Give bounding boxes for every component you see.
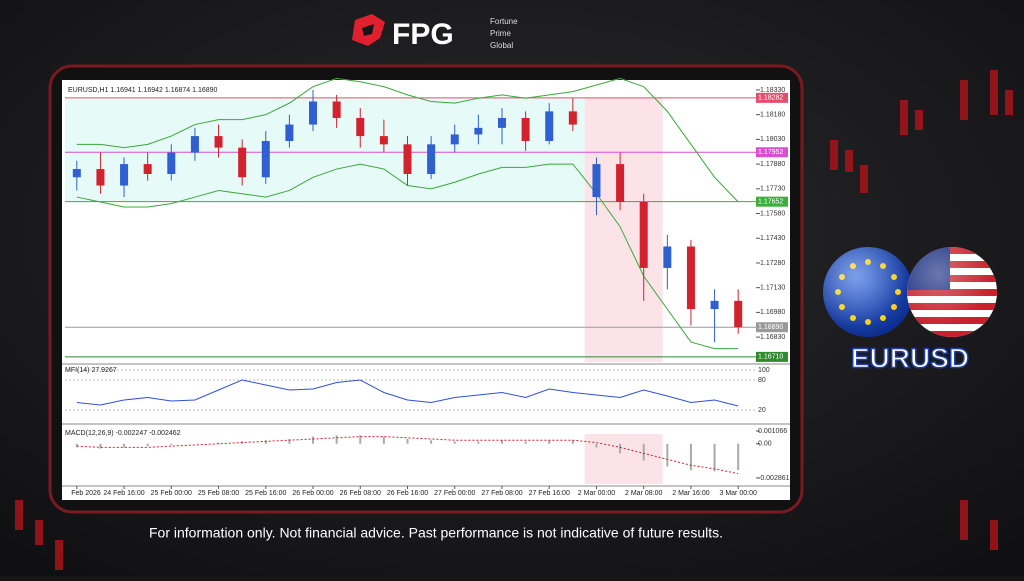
macd-tick-label: 0.001066 — [758, 428, 787, 435]
logo: FPG Fortune Prime Global — [352, 14, 518, 51]
mfi-tick-label: 20 — [758, 407, 766, 414]
candle-body — [285, 124, 294, 142]
macd-tick-label: 0.00 — [758, 441, 772, 448]
mfi-tick-label: 100 — [758, 367, 770, 374]
x-tick-label: 26 Feb 16:00 — [387, 490, 428, 497]
candle-body — [309, 101, 318, 125]
candle-body — [639, 202, 648, 268]
level-label: 1.18282 — [758, 95, 783, 102]
flags: EURUSD — [823, 247, 997, 374]
x-tick-label: 27 Feb 00:00 — [434, 490, 475, 497]
level-box — [756, 351, 788, 362]
candle-body — [96, 169, 105, 186]
candle-body — [238, 147, 247, 178]
candle-body — [474, 127, 483, 135]
x-tick-label: Feb 2026 — [71, 490, 101, 497]
macd-signal — [76, 436, 739, 475]
brand-line: Prime — [490, 29, 511, 38]
x-tick-label: 26 Feb 00:00 — [292, 490, 333, 497]
mfi-tick-label: 80 — [758, 377, 766, 384]
level-label: 1.16710 — [758, 354, 783, 361]
candle-body — [450, 134, 459, 145]
y-tick-label: 1.18330 — [760, 87, 785, 94]
x-tick-label: 25 Feb 00:00 — [151, 490, 192, 497]
symbol-badge: EURUSD — [851, 342, 969, 373]
candle-body — [427, 144, 436, 174]
x-tick-label: 2 Mar 00:00 — [578, 490, 615, 497]
mfi-title: MFI(14) 27.9267 — [65, 367, 117, 374]
bollinger-band — [76, 163, 739, 350]
chart: 1.18330 1.18180 1.18030 1.17880 1.17730 1.175… — [62, 77, 790, 497]
x-tick-label: 3 Mar 00:00 — [720, 490, 757, 497]
brand-line: Global — [490, 41, 513, 50]
candle-body — [403, 144, 412, 174]
candle-body — [686, 246, 695, 310]
y-tick-label: 1.17880 — [760, 161, 785, 168]
level-box — [756, 196, 788, 207]
macd-title: MACD(12,26,9) -0.002247 -0.002462 — [65, 430, 181, 437]
y-tick-label: 1.16830 — [760, 334, 785, 341]
y-tick-label: 1.17130 — [760, 285, 785, 292]
drop-zone — [584, 434, 663, 484]
candle-body — [214, 136, 223, 148]
level-box — [756, 147, 788, 158]
candle-body — [545, 111, 554, 142]
bollinger-band — [76, 77, 739, 203]
level-box — [756, 92, 788, 103]
level-label: 1.17652 — [758, 199, 783, 206]
y-tick-label: 1.17280 — [760, 260, 785, 267]
brand-line: Fortune — [490, 17, 518, 26]
candle-body — [616, 164, 625, 203]
y-tick-label: 1.16980 — [760, 309, 785, 316]
macd-tick-label: -0.002861 — [758, 475, 790, 482]
candle-body — [261, 141, 270, 178]
candle-body — [497, 117, 506, 128]
y-tick-label: 1.17730 — [760, 186, 785, 193]
candle-body — [356, 117, 365, 137]
x-tick-label: 2 Mar 08:00 — [625, 490, 662, 497]
level-box — [756, 322, 788, 333]
y-tick-label: 1.18030 — [760, 136, 785, 143]
candle-body — [332, 101, 341, 118]
y-tick-label: 1.17580 — [760, 210, 785, 217]
drop-zone — [584, 97, 663, 362]
level-label: 1.16890 — [758, 324, 783, 331]
x-tick-label: 27 Feb 08:00 — [481, 490, 522, 497]
brand-name: FPG — [392, 18, 454, 51]
candle-body — [710, 300, 719, 310]
candle-body — [734, 300, 743, 328]
x-tick-label: 24 Feb 16:00 — [103, 490, 144, 497]
decor-bars — [15, 70, 1013, 570]
x-tick-label: 2 Mar 16:00 — [672, 490, 709, 497]
candle-body — [663, 246, 672, 268]
mfi-line — [76, 379, 739, 407]
candle-body — [190, 136, 199, 153]
candle-body — [379, 136, 388, 145]
x-tick-label: 25 Feb 08:00 — [198, 490, 239, 497]
y-tick-label: 1.18180 — [760, 112, 785, 119]
candle-body — [143, 164, 152, 174]
candle-body — [521, 117, 530, 142]
x-tick-label: 26 Feb 08:00 — [340, 490, 381, 497]
x-tick-label: 25 Feb 16:00 — [245, 490, 286, 497]
disclaimer: For information only. Not financial advi… — [149, 525, 723, 541]
candle-body — [120, 164, 129, 186]
y-tick-label: 1.17430 — [760, 235, 785, 242]
candle-body — [167, 152, 176, 174]
chart-title: EURUSD,H1 1.16941 1.16942 1.16874 1.1689… — [68, 87, 218, 94]
x-tick-label: 27 Feb 16:00 — [529, 490, 570, 497]
level-label: 1.17952 — [758, 149, 783, 156]
candle-body — [568, 111, 577, 125]
candle-body — [72, 169, 81, 178]
candle-body — [592, 164, 601, 198]
range-zone — [65, 97, 585, 202]
